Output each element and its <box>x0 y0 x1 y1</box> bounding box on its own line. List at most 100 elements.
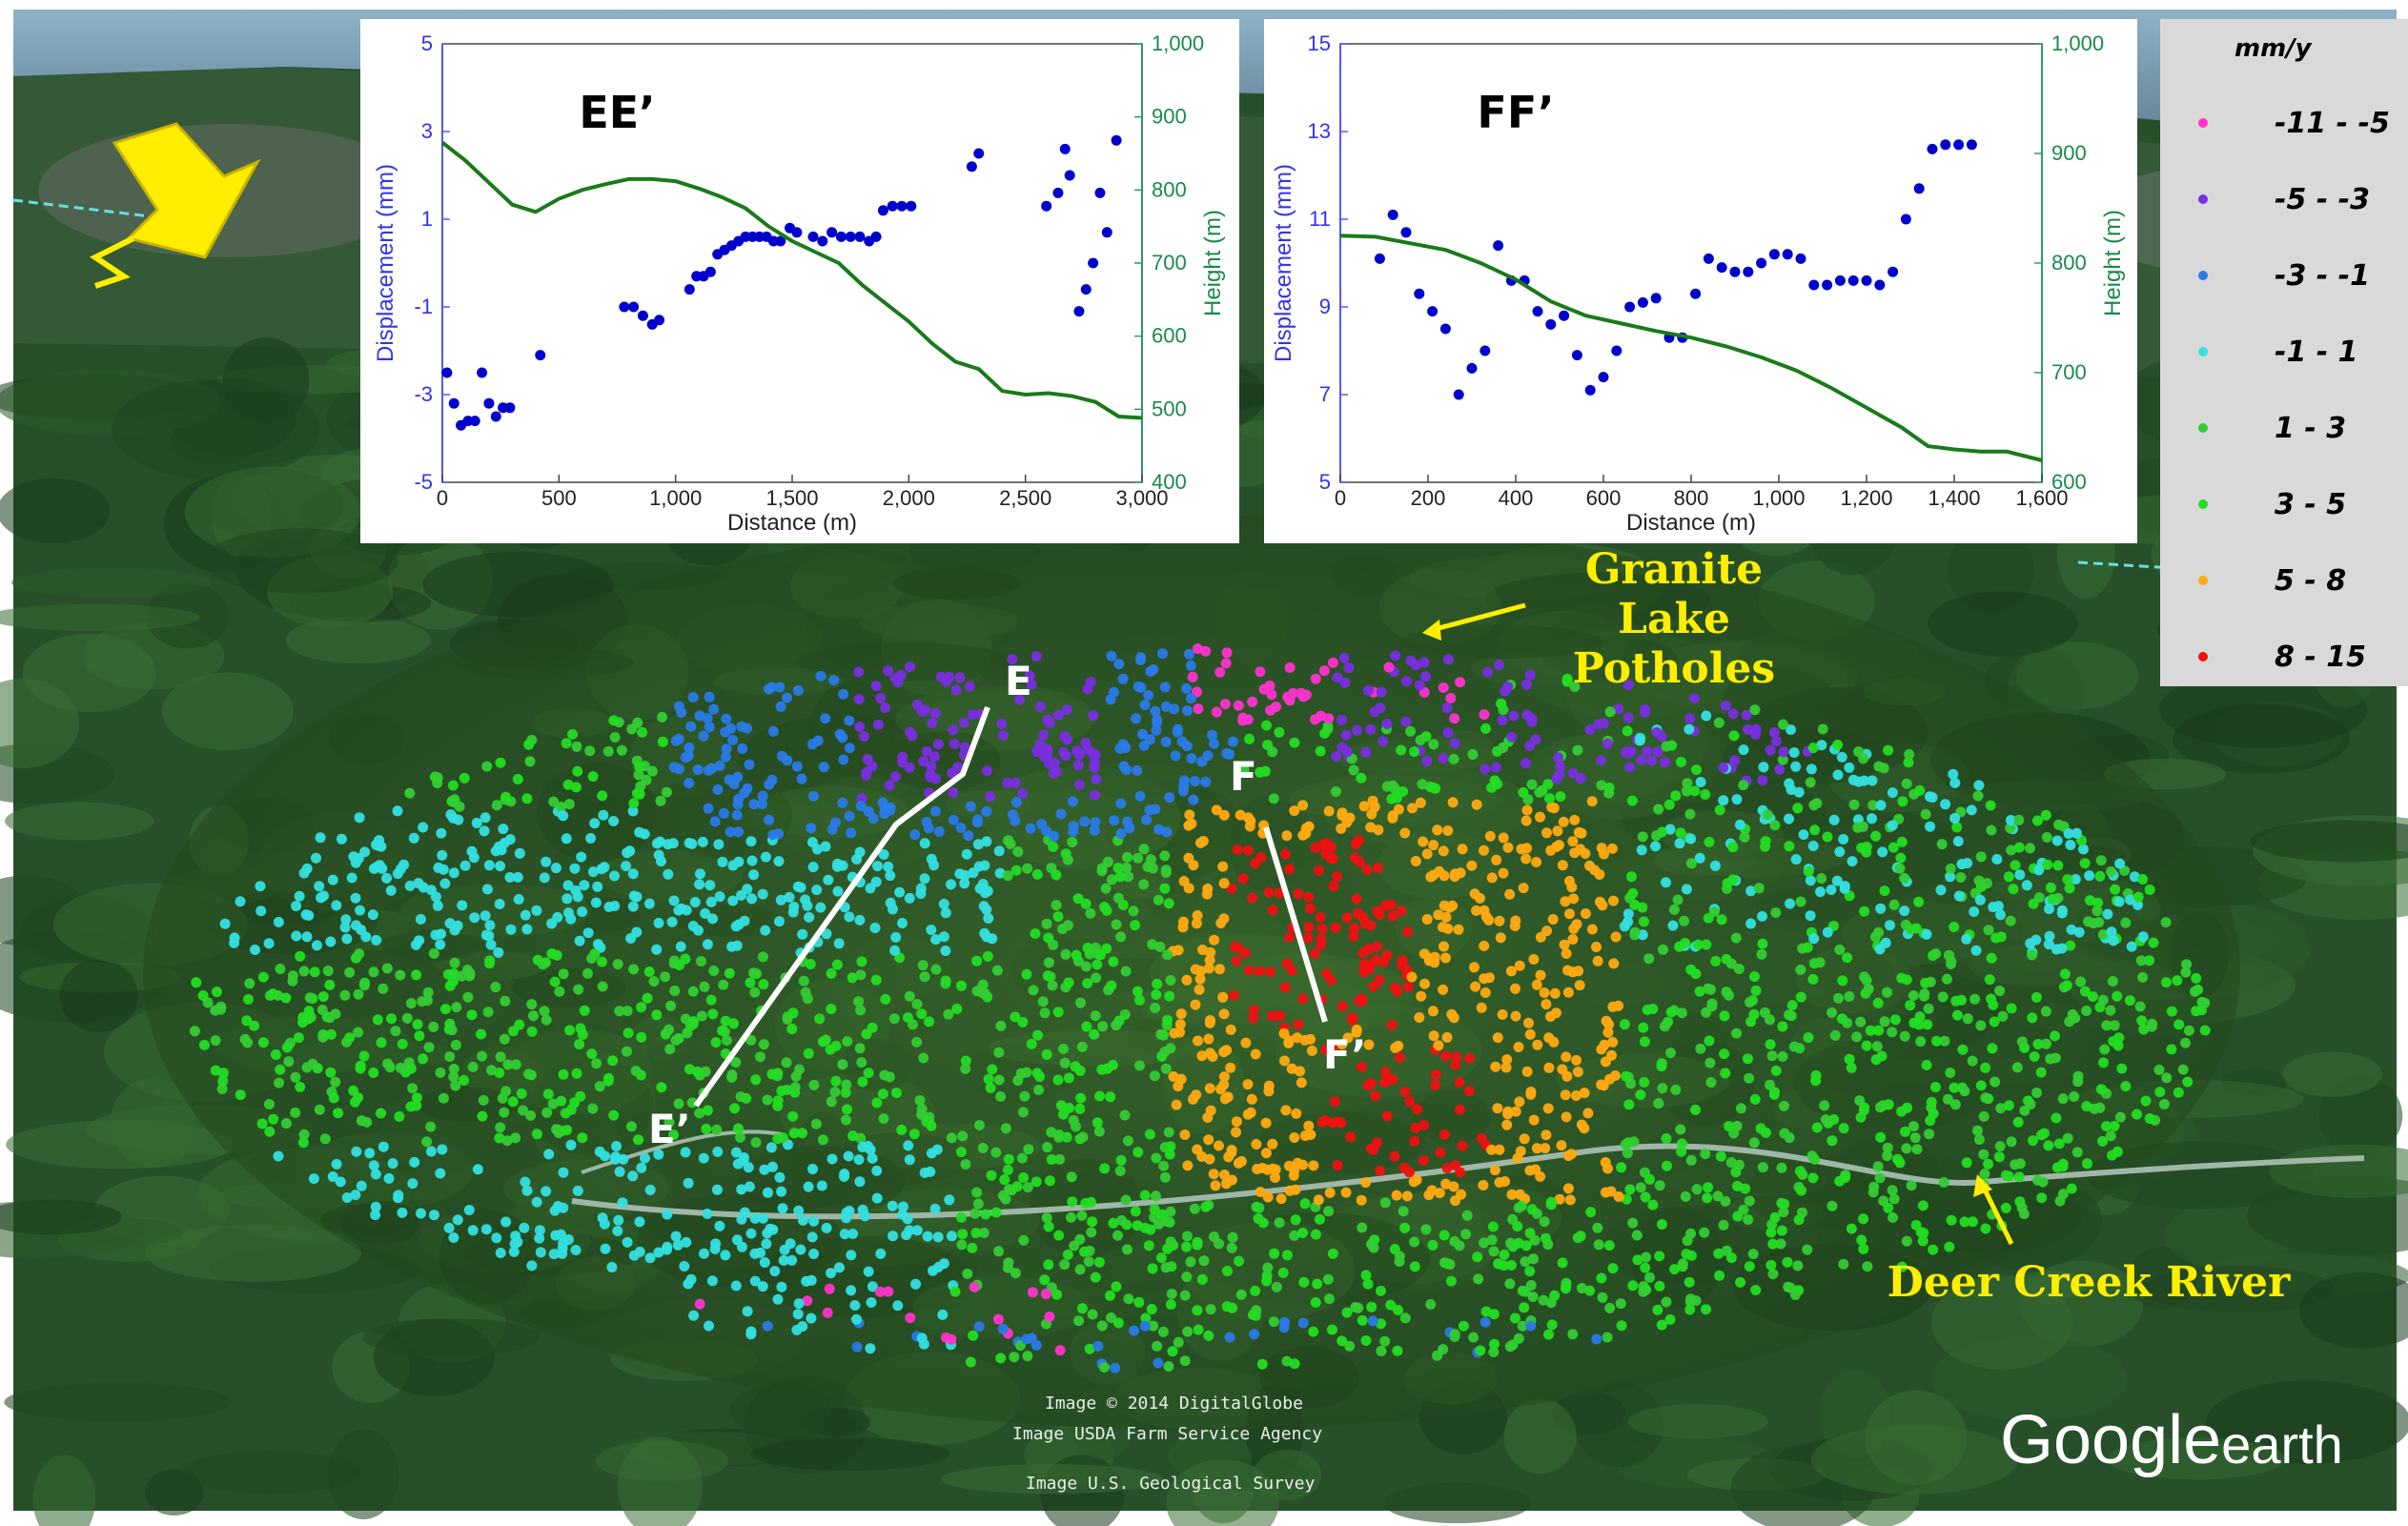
insar-point <box>1888 842 1899 853</box>
insar-point <box>730 1147 742 1158</box>
insar-point <box>1579 1088 1590 1099</box>
insar-point <box>1115 1154 1127 1166</box>
insar-point <box>1449 1329 1460 1340</box>
insar-point <box>1820 1114 1831 1126</box>
insar-point <box>826 967 837 979</box>
insar-point <box>1031 868 1043 880</box>
insar-point <box>1638 1022 1649 1033</box>
insar-point <box>1362 684 1374 696</box>
insar-point <box>1765 1259 1777 1271</box>
insar-point <box>707 913 718 925</box>
insar-point <box>915 888 927 900</box>
insar-point <box>1089 762 1100 773</box>
insar-point <box>263 938 275 949</box>
insar-point <box>376 1108 386 1119</box>
insar-point <box>1330 922 1341 933</box>
insar-point <box>1062 1249 1073 1260</box>
insar-point <box>2087 991 2098 1002</box>
insar-point <box>525 1109 537 1121</box>
insar-point <box>1193 703 1204 715</box>
insar-point <box>1928 1244 1939 1255</box>
insar-point <box>1215 1084 1226 1095</box>
insar-point <box>1041 1048 1052 1060</box>
displacement-point <box>1834 275 1846 286</box>
insar-point <box>2148 937 2159 948</box>
insar-point <box>2135 955 2147 966</box>
insar-point <box>742 722 752 734</box>
y-axis-title: Displacement (mm) <box>1271 164 1296 362</box>
insar-point <box>1602 1027 1614 1038</box>
insar-point <box>1298 691 1309 702</box>
insar-point <box>1274 726 1285 738</box>
insar-point <box>1865 1025 1876 1036</box>
insar-point <box>1525 1087 1537 1097</box>
insar-point <box>416 1208 426 1219</box>
insar-point <box>2044 904 2054 914</box>
insar-point <box>1043 1259 1054 1271</box>
insar-point <box>1218 1071 1230 1083</box>
insar-point <box>539 872 550 884</box>
insar-point <box>804 911 815 923</box>
insar-point <box>1417 779 1428 790</box>
insar-point <box>437 849 448 861</box>
insar-point <box>644 1252 656 1264</box>
insar-point <box>742 783 753 794</box>
insar-point <box>1415 735 1426 745</box>
insar-point <box>949 739 960 749</box>
insar-point <box>291 930 302 942</box>
insar-point <box>551 1124 561 1135</box>
insar-point <box>875 693 887 703</box>
insar-point <box>1798 829 1809 841</box>
insar-point <box>856 793 867 804</box>
insar-point <box>1150 1190 1161 1202</box>
insar-point <box>1861 846 1872 858</box>
insar-point <box>1621 1070 1632 1082</box>
x-tick-label: 1,600 <box>2015 486 2068 510</box>
insar-point <box>1544 793 1555 804</box>
insar-point <box>495 1122 506 1133</box>
insar-point <box>1021 968 1032 980</box>
insar-point <box>1542 1103 1554 1114</box>
insar-point <box>322 966 334 977</box>
insar-point <box>1957 1044 1969 1055</box>
insar-point <box>368 1068 379 1078</box>
insar-point <box>1622 712 1634 723</box>
insar-point <box>708 966 720 976</box>
insar-point <box>2041 832 2052 843</box>
insar-point <box>1792 1260 1804 1272</box>
insar-point <box>2033 865 2045 876</box>
granite-lake-potholes-label: Granite Lake Potholes <box>1572 545 1776 693</box>
insar-point <box>1374 974 1385 986</box>
insar-point <box>736 889 747 901</box>
insar-point <box>1877 846 1888 858</box>
insar-point <box>802 1295 813 1307</box>
profile-line-ff[interactable] <box>1263 826 1328 1023</box>
profile-line-ee[interactable] <box>693 705 990 1108</box>
insar-point <box>1915 1036 1927 1048</box>
insar-point <box>1414 680 1425 691</box>
insar-point <box>806 823 817 834</box>
insar-point <box>866 1297 877 1308</box>
forest-patch <box>618 1436 703 1526</box>
insar-point <box>1434 865 1445 877</box>
insar-point <box>663 868 674 880</box>
insar-point <box>404 787 416 799</box>
insar-point <box>990 1207 1002 1218</box>
x-tick-label: 1,000 <box>1752 486 1805 510</box>
insar-point <box>1684 1296 1696 1308</box>
insar-point <box>656 856 666 866</box>
insar-point <box>981 836 992 847</box>
insar-point <box>2166 1006 2177 1017</box>
insar-point <box>1979 1169 1990 1180</box>
insar-point <box>421 1136 433 1148</box>
insar-point <box>609 732 621 743</box>
insar-point <box>981 931 992 943</box>
insar-point <box>577 1028 588 1040</box>
insar-point <box>2181 959 2193 970</box>
insar-point <box>1858 1213 1868 1225</box>
insar-point <box>717 856 728 867</box>
insar-point <box>837 1059 848 1070</box>
insar-point <box>1159 883 1171 894</box>
insar-point <box>823 874 834 885</box>
insar-point <box>1701 939 1712 950</box>
